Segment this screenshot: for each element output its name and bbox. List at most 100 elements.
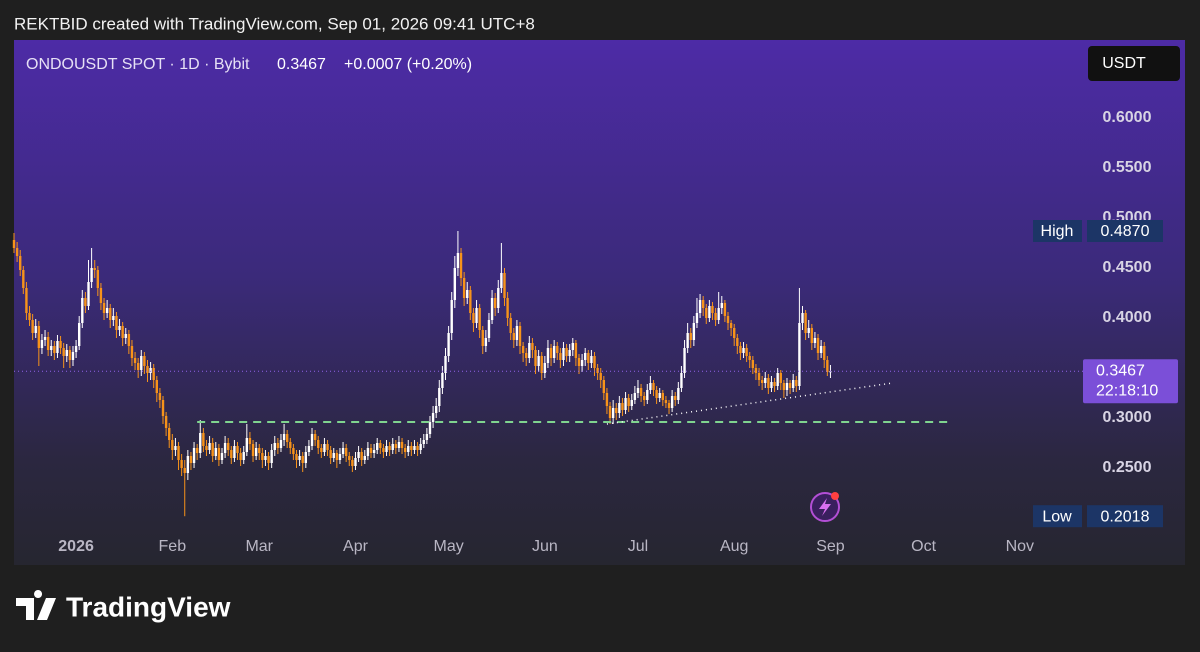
candle-body	[335, 453, 339, 460]
candle-body	[767, 378, 770, 388]
candle-body	[683, 348, 686, 373]
candle-body	[394, 444, 398, 448]
candle-body	[608, 406, 612, 418]
candle-body	[53, 346, 56, 353]
marker-name-box	[1033, 505, 1082, 528]
candle-body	[708, 306, 711, 318]
candle-body	[12, 240, 16, 248]
candles-layer	[12, 231, 832, 517]
candle-body	[667, 403, 671, 408]
currency-button[interactable]	[1088, 46, 1180, 81]
candle-body	[705, 308, 708, 318]
candle-body	[751, 360, 755, 368]
candle-body	[19, 256, 22, 270]
candle-body	[577, 358, 581, 366]
candle-body	[96, 270, 100, 288]
candle-body	[40, 340, 44, 348]
candle-body	[500, 273, 503, 288]
candle-body	[680, 373, 683, 388]
candle-body	[282, 434, 286, 440]
candle-body	[552, 346, 556, 358]
candle-body	[248, 438, 252, 444]
candle-body	[239, 453, 242, 460]
candle-body	[506, 298, 509, 318]
candle-body	[621, 403, 624, 410]
candle-body	[469, 290, 472, 313]
last-price: 0.3467	[277, 56, 326, 73]
candle-body	[348, 456, 351, 460]
candle-body	[757, 373, 761, 380]
candle-body	[65, 350, 68, 356]
candle-body	[102, 303, 106, 313]
candle-body	[372, 450, 376, 453]
candle-body	[158, 393, 162, 400]
logo-mark	[16, 590, 56, 620]
x-tick-label: Feb	[159, 538, 187, 555]
price-tag-value: 0.3467	[1096, 363, 1145, 380]
candle-body	[760, 380, 764, 383]
candle-body	[400, 442, 404, 448]
candle-body	[674, 396, 677, 400]
candle-body	[624, 398, 627, 410]
candle-body	[59, 341, 62, 348]
candle-body	[186, 456, 190, 473]
candle-body	[391, 444, 394, 450]
candle-body	[261, 453, 264, 460]
candle-body	[807, 328, 810, 333]
candle-body	[745, 348, 748, 356]
alert-icon[interactable]	[810, 492, 840, 522]
candle-body	[695, 313, 699, 323]
candle-body	[655, 390, 658, 398]
candle-body	[90, 268, 93, 282]
candle-body	[279, 440, 283, 448]
candle-body	[357, 452, 360, 458]
candle-body	[31, 320, 34, 333]
candle-body	[574, 343, 578, 358]
candle-body	[71, 352, 75, 360]
candle-body	[84, 298, 87, 306]
candle-body	[487, 320, 491, 338]
x-tick-label: Sep	[816, 538, 845, 555]
candle-body	[584, 353, 587, 360]
candle-body	[816, 338, 820, 353]
candle-body	[407, 446, 410, 452]
candle-body	[826, 360, 829, 372]
currency-label: USDT	[1102, 55, 1146, 72]
candle-body	[444, 356, 447, 373]
candle-body	[403, 448, 407, 452]
candle-body	[540, 356, 543, 373]
price-change: +0.0007 (+0.20%)	[344, 56, 472, 73]
candle-body	[599, 373, 602, 380]
candle-body	[664, 400, 668, 403]
marker-name: Low	[1042, 508, 1072, 525]
candle-body	[723, 303, 727, 316]
candle-body	[143, 356, 146, 366]
chart-panel	[14, 40, 1185, 565]
candle-body	[484, 338, 488, 346]
candle-body	[642, 396, 646, 400]
x-tick-label: Jul	[628, 538, 648, 555]
candle-body	[481, 330, 484, 346]
y-tick-label: 0.3000	[1103, 409, 1152, 426]
candle-body	[354, 458, 357, 466]
brand-name: TradingView	[66, 591, 231, 622]
candle-body	[698, 300, 702, 313]
candle-body	[397, 442, 401, 448]
candle-body	[310, 434, 314, 446]
x-tick-label: Nov	[1006, 538, 1034, 555]
candle-body	[109, 308, 112, 320]
candle-body	[791, 380, 795, 388]
candle-body	[245, 438, 249, 452]
candle-body	[776, 373, 779, 386]
candle-body	[742, 348, 745, 353]
candle-body	[105, 308, 109, 313]
candle-body	[701, 300, 705, 308]
candle-body	[264, 456, 267, 460]
candle-body	[127, 334, 131, 346]
candle-body	[341, 448, 345, 454]
candle-body	[509, 318, 512, 333]
candle-body	[22, 270, 25, 288]
y-tick-label: 0.4500	[1103, 259, 1152, 276]
candle-body	[236, 446, 239, 453]
